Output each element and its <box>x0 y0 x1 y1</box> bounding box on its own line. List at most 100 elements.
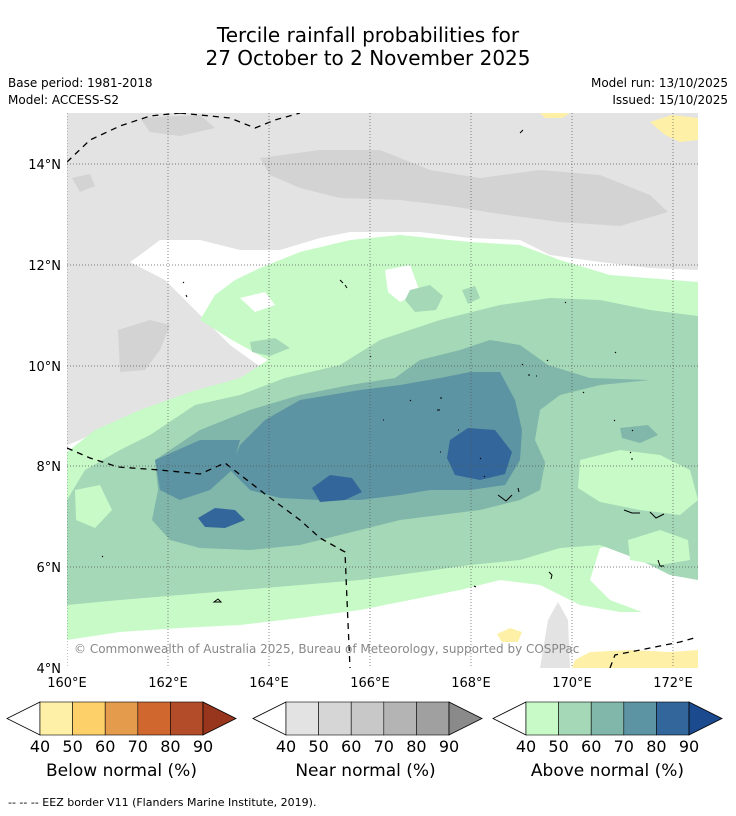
colorbar-above-normal: 40 50 60 70 80 90 <box>492 701 723 756</box>
model-run: Model run: 13/10/2025 <box>590 76 728 90</box>
colorbar-tick-label: 80 <box>160 737 180 756</box>
colorbar-segment <box>623 701 657 736</box>
below-normal-patch-1 <box>650 115 698 142</box>
near-normal-50-patch-4 <box>72 174 95 192</box>
lat-labels: 14°N 12°N 10°N 8°N 6°N 4°N <box>28 158 61 677</box>
colorbar-tick-label: 50 <box>308 737 328 756</box>
lat-label: 4°N <box>37 662 62 677</box>
colorbar-segment <box>525 701 559 736</box>
eez-footnote: -- -- -- EEZ border V11 (Flanders Marine… <box>8 796 317 809</box>
gridlines <box>67 113 698 668</box>
colorbar-tick-label: 40 <box>30 737 50 756</box>
lat-label: 12°N <box>28 259 61 274</box>
near-normal-west-region <box>67 262 262 445</box>
colorbar-below-title: Below normal (%) <box>46 761 197 781</box>
probability-fields <box>67 113 698 668</box>
colorbar-extend-high <box>688 701 723 736</box>
colorbar-tick-label: 70 <box>128 737 148 756</box>
colorbar-tick-label: 80 <box>406 737 426 756</box>
above-normal-50-patch <box>405 285 443 312</box>
colorbar-segment <box>72 701 106 736</box>
lon-label: 172°E <box>653 676 693 691</box>
colorbar-tick-label: 60 <box>581 737 601 756</box>
above-normal-80-core-2 <box>312 475 362 502</box>
islands <box>101 129 665 603</box>
eez-border-north <box>67 113 301 163</box>
eez-border-southeast <box>609 636 698 668</box>
title-line-1: Tercile rainfall probabilities for <box>216 23 520 47</box>
colorbar-tick-label: 70 <box>374 737 394 756</box>
colorbar-segment <box>170 701 204 736</box>
colorbar-tick-label: 40 <box>516 737 536 756</box>
above-normal-50-patch-3 <box>462 286 480 304</box>
colorbar-segment <box>416 701 450 736</box>
colorbar-segment <box>318 701 352 736</box>
near-normal-50-patch-2 <box>140 115 215 136</box>
colorbar-segment <box>285 701 319 736</box>
issued-date: Issued: 15/10/2025 <box>612 93 728 107</box>
colorbar-tick-label: 50 <box>62 737 82 756</box>
colorbar-segment <box>590 701 625 736</box>
near-normal-50-region <box>260 150 668 226</box>
above-normal-50-patch-2 <box>250 338 290 356</box>
colorbar-segment <box>137 701 171 736</box>
island-mark <box>440 419 634 502</box>
colorbar-tick-label: 40 <box>276 737 296 756</box>
lat-label: 6°N <box>37 561 62 576</box>
title-line-2: 27 October to 2 November 2025 <box>205 46 531 70</box>
above-normal-40-island-3 <box>628 530 690 565</box>
above-normal-70-band <box>155 440 240 500</box>
copyright-notice: © Commonwealth of Australia 2025, Bureau… <box>74 642 579 656</box>
base-period: Base period: 1981-2018 <box>8 76 153 90</box>
colorbar-tick-label: 70 <box>614 737 634 756</box>
below-normal-patch-2 <box>540 113 570 118</box>
colorbar-extend-low <box>492 701 527 736</box>
colorbar-extend-low <box>252 701 287 736</box>
colorbar-tick-label: 90 <box>193 737 213 756</box>
colorbar-segment <box>39 701 73 736</box>
lat-label: 10°N <box>28 360 61 375</box>
model-name: Model: ACCESS-S2 <box>8 93 120 107</box>
lat-label: 14°N <box>28 158 61 173</box>
colorbar-extend-high <box>448 701 483 736</box>
colorbar-tick-label: 60 <box>341 737 361 756</box>
lon-label: 164°E <box>249 676 289 691</box>
lon-label: 166°E <box>350 676 390 691</box>
below-normal-patch-4 <box>497 628 522 642</box>
island-mark <box>182 129 567 358</box>
colorbar-tick-label: 90 <box>439 737 459 756</box>
lon-label: 160°E <box>47 676 87 691</box>
near-normal-50-patch-3 <box>118 320 170 372</box>
colorbar-segment <box>558 701 592 736</box>
near-normal-southeast-region <box>540 602 570 668</box>
eez-borders <box>67 113 698 668</box>
above-normal-80-core-3 <box>198 508 245 528</box>
lat-label: 8°N <box>37 460 62 475</box>
lon-label: 162°E <box>148 676 188 691</box>
eez-border-marshall <box>67 447 351 668</box>
lon-label: 168°E <box>451 676 491 691</box>
colorbar-tick-label: 60 <box>95 737 115 756</box>
island-mark <box>383 351 617 421</box>
above-normal-80-core-1 <box>447 428 512 480</box>
colorbar-segment <box>350 701 385 736</box>
island-mark <box>101 509 665 603</box>
colorbar-above-title: Above normal (%) <box>530 761 685 781</box>
colorbar-segment <box>104 701 139 736</box>
above-normal-70-region <box>230 372 522 500</box>
colorbar-near-normal: 40 50 60 70 80 90 <box>252 701 483 756</box>
lon-label: 170°E <box>552 676 592 691</box>
lon-labels: 160°E 162°E 164°E 166°E 168°E 170°E 172°… <box>47 676 693 691</box>
colorbar-extend-low <box>6 701 41 736</box>
colorbar-tick-label: 50 <box>548 737 568 756</box>
neutral-gap-2 <box>240 292 275 312</box>
colorbar-tick-label: 80 <box>646 737 666 756</box>
above-normal-40-island-1 <box>75 485 112 528</box>
colorbar-segment <box>656 701 690 736</box>
above-normal-60-patch <box>620 425 658 443</box>
colorbar-segment <box>383 701 417 736</box>
colorbar-extend-high <box>202 701 237 736</box>
below-normal-patch-3 <box>572 650 698 668</box>
colorbar-tick-label: 90 <box>679 737 699 756</box>
